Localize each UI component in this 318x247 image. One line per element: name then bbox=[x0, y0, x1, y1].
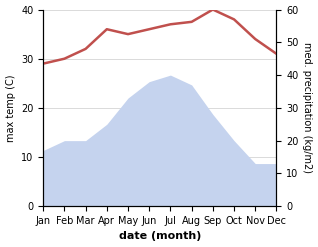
Y-axis label: med. precipitation (kg/m2): med. precipitation (kg/m2) bbox=[302, 42, 313, 173]
X-axis label: date (month): date (month) bbox=[119, 231, 201, 242]
Y-axis label: max temp (C): max temp (C) bbox=[5, 74, 16, 142]
